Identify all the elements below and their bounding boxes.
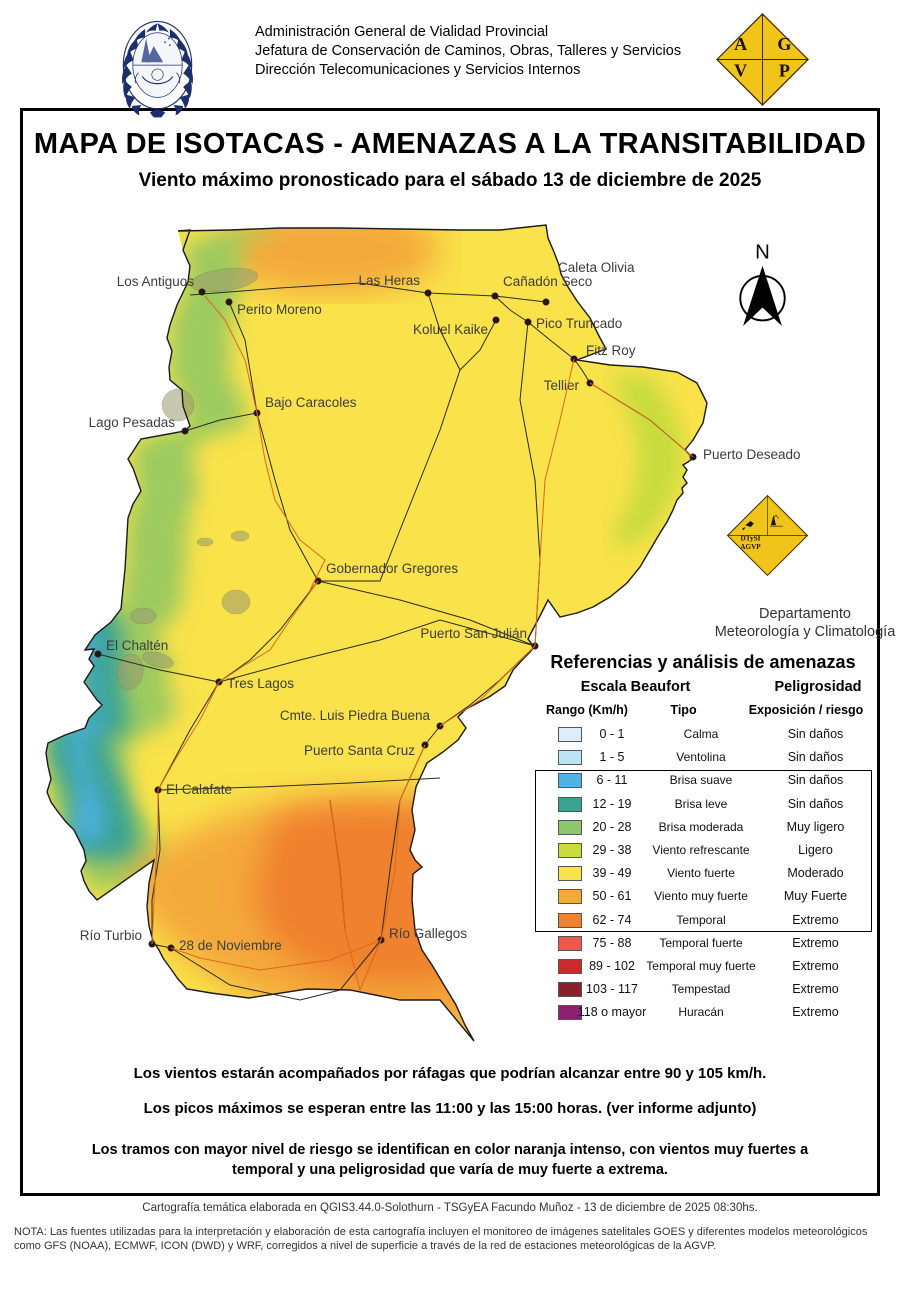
svg-text:AGVP: AGVP <box>740 543 761 551</box>
svg-text:Río Turbio: Río Turbio <box>80 928 142 943</box>
svg-text:N: N <box>755 241 770 263</box>
svg-text:Cañadón Seco: Cañadón Seco <box>503 274 592 289</box>
svg-text:Lago Pesadas: Lago Pesadas <box>89 415 176 430</box>
svg-text:Perito Moreno: Perito Moreno <box>237 302 322 317</box>
svg-text:DTySI: DTySI <box>741 535 761 543</box>
svg-text:Tellier: Tellier <box>544 378 580 393</box>
svg-text:Río Gallegos: Río Gallegos <box>389 926 467 941</box>
svg-text:Puerto San Julián: Puerto San Julián <box>420 626 527 641</box>
svg-text:Pico Truncado: Pico Truncado <box>536 316 622 331</box>
svg-text:Gobernador Gregores: Gobernador Gregores <box>326 561 458 576</box>
svg-text:El Chaltén: El Chaltén <box>106 638 168 653</box>
svg-text:Fitz Roy: Fitz Roy <box>586 343 636 358</box>
svg-text:Las Heras: Las Heras <box>358 273 420 288</box>
svg-text:Koluel Kaike: Koluel Kaike <box>413 322 488 337</box>
svg-text:Cmte. Luis Piedra Buena: Cmte. Luis Piedra Buena <box>280 708 431 723</box>
svg-text:Puerto Deseado: Puerto Deseado <box>703 447 801 462</box>
svg-text:Tres Lagos: Tres Lagos <box>227 676 294 691</box>
svg-text:Bajo Caracoles: Bajo Caracoles <box>265 395 357 410</box>
svg-text:Los Antiguos: Los Antiguos <box>117 274 195 289</box>
svg-text:El Calafate: El Calafate <box>166 782 232 797</box>
svg-text:Caleta Olivia: Caleta Olivia <box>558 260 635 275</box>
svg-text:Puerto Santa Cruz: Puerto Santa Cruz <box>304 743 415 758</box>
svg-text:28 de Noviembre: 28 de Noviembre <box>179 938 282 953</box>
